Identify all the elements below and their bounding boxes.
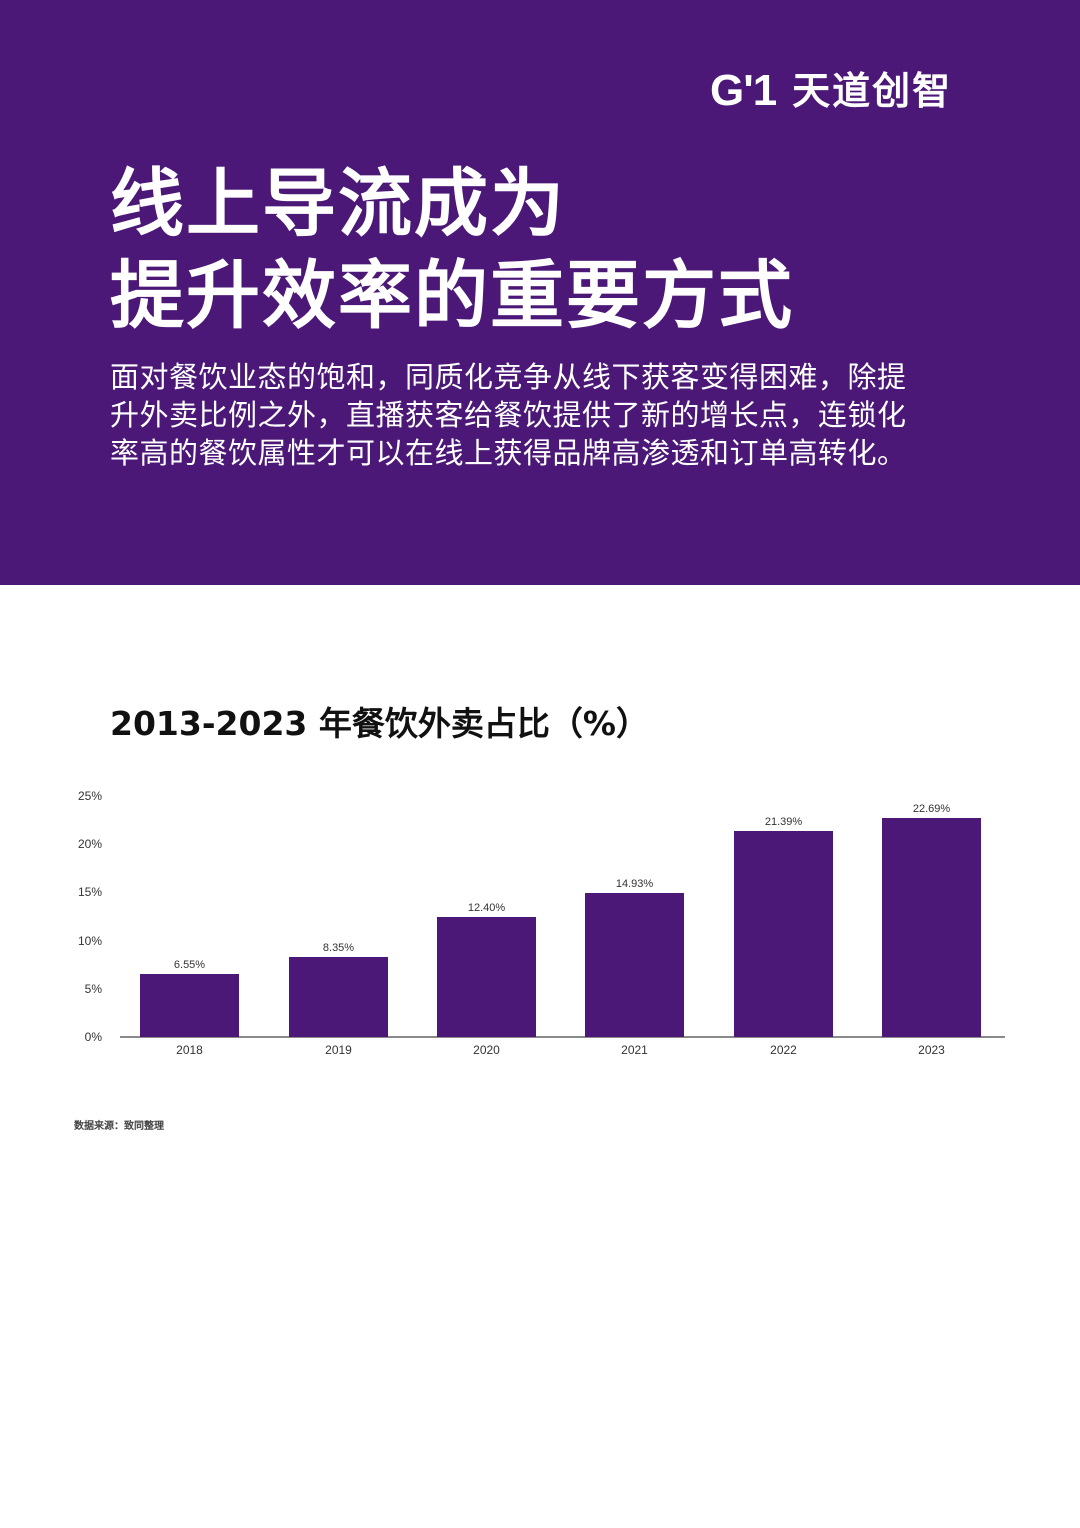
x-tick-label: 2021 xyxy=(621,1043,648,1057)
logo-mark: G'1 xyxy=(710,66,777,115)
data-source-note: 数据来源：致同整理 xyxy=(74,1121,164,1132)
bar-2023 xyxy=(882,818,981,1037)
title-line-2: 提升效率的重要方式 xyxy=(110,253,794,339)
bar-value-label: 8.35% xyxy=(322,941,355,954)
page-title: 线上导流成为 提升效率的重要方式 xyxy=(110,158,794,342)
chart-title: 2013-2023 年餐饮外卖占比（%） xyxy=(110,704,649,743)
bar-2020 xyxy=(437,917,536,1037)
brand-logo: G'1 天道创智 xyxy=(710,66,952,116)
y-tick-label: 5% xyxy=(84,981,102,996)
y-tick-label: 20% xyxy=(77,837,102,852)
y-tick-label: 15% xyxy=(77,885,102,900)
y-tick-label: 25% xyxy=(77,789,102,803)
y-tick-label: 10% xyxy=(77,933,102,948)
x-tick-label: 2018 xyxy=(176,1043,203,1057)
bar-2021 xyxy=(585,893,684,1037)
x-tick-label: 2020 xyxy=(473,1043,500,1057)
x-tick-label: 2023 xyxy=(918,1043,945,1057)
x-axis-line xyxy=(120,1036,1005,1038)
intro-line-1: 面对餐饮业态的饱和，同质化竞争从线下获客变得困难，除提 xyxy=(110,360,907,394)
intro-line-2: 升外卖比例之外，直播获客给餐饮提供了新的增长点，连锁化 xyxy=(110,398,907,432)
title-line-1: 线上导流成为 xyxy=(110,161,566,247)
bar-value-label: 14.93% xyxy=(615,878,654,891)
logo-text: 天道创智 xyxy=(792,69,953,113)
bar-2018 xyxy=(140,973,239,1037)
x-tick-label: 2022 xyxy=(770,1043,797,1057)
intro-line-3: 率高的餐饮属性才可以在线上获得品牌高渗透和订单高转化。 xyxy=(110,436,907,470)
bar-2019 xyxy=(289,956,388,1037)
y-tick-label: 0% xyxy=(84,1030,102,1044)
x-tick-label: 2019 xyxy=(325,1043,352,1057)
bar-2022 xyxy=(734,830,833,1037)
intro-paragraph: 面对餐饮业态的饱和，同质化竞争从线下获客变得困难，除提 升外卖比例之外，直播获客… xyxy=(110,358,960,472)
bar-value-label: 6.55% xyxy=(173,958,206,971)
bar-value-label: 21.39% xyxy=(764,815,803,828)
bar-value-label: 12.40% xyxy=(467,902,506,915)
header-banner: G'1 天道创智 线上导流成为 提升效率的重要方式 面对餐饮业态的饱和，同质化竞… xyxy=(0,0,1080,585)
bar-value-label: 22.69% xyxy=(912,803,951,816)
